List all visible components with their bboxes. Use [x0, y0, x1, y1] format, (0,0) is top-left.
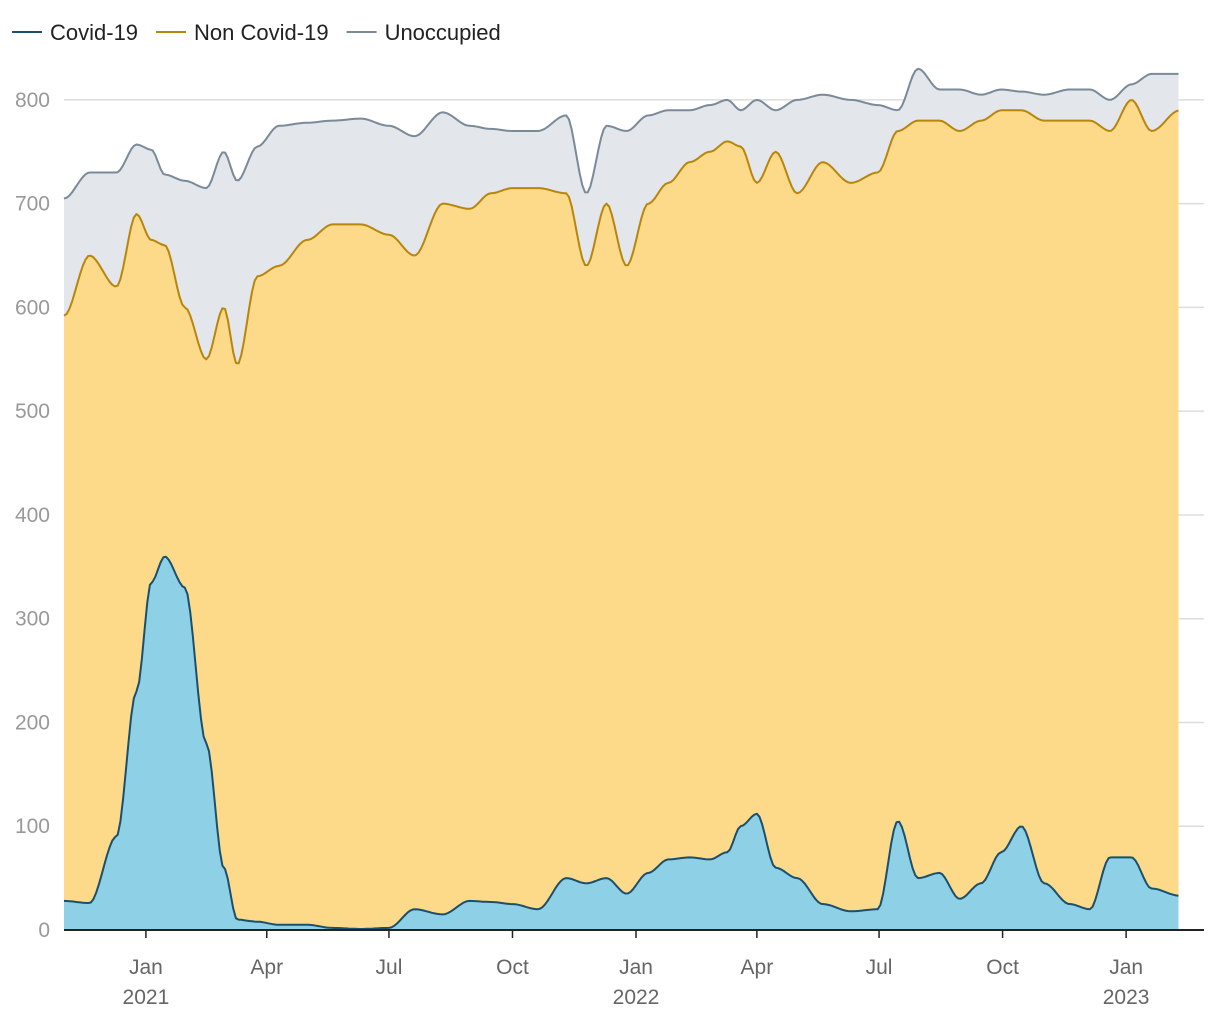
x-tick-label: Apr [741, 956, 774, 979]
x-tick-label: Oct [986, 956, 1019, 979]
y-tick-label: 600 [15, 296, 50, 319]
y-tick-label: 800 [15, 89, 50, 112]
axes: 0 100 200 300 400 500 600 700 800 Jan 2021 Apr Jul Oc… [15, 89, 1204, 1009]
y-tick-label: 200 [15, 711, 50, 734]
x-tick-label: Jan [1109, 956, 1143, 979]
y-tick-label: 700 [15, 193, 50, 216]
y-tick-label: 100 [15, 815, 50, 838]
x-tick-label: Apr [250, 956, 283, 979]
x-tick-label: Jan [129, 956, 163, 979]
line-covid-19 [63, 555, 1179, 930]
x-tick-year-label: 2023 [1103, 986, 1150, 1009]
x-tick-label: Jan [619, 956, 653, 979]
y-tick-label: 500 [15, 400, 50, 423]
legend-item-label: Unoccupied [385, 20, 501, 45]
series-areas [64, 68, 1179, 931]
area-non-covid-19 [64, 100, 1179, 930]
x-tick-label: Jul [866, 956, 893, 979]
line-unoccupied [63, 67, 1179, 200]
legend-item-label: Covid-19 [50, 20, 138, 45]
line-non-covid-19 [63, 99, 1179, 365]
x-tick-year-label: 2022 [613, 986, 660, 1009]
y-tick-label: 400 [15, 504, 50, 527]
legend: Covid-19 Non Covid-19 Unoccupied [12, 20, 501, 45]
x-tick-label: Oct [496, 956, 529, 979]
x-tick-label: Jul [376, 956, 403, 979]
x-tick-year-label: 2021 [123, 986, 170, 1009]
area-covid-19 [64, 556, 1179, 930]
y-tick-label: 300 [15, 608, 50, 631]
y-tick-label: 0 [38, 919, 50, 942]
legend-item-label: Non Covid-19 [194, 20, 329, 45]
series-lines [63, 67, 1179, 930]
